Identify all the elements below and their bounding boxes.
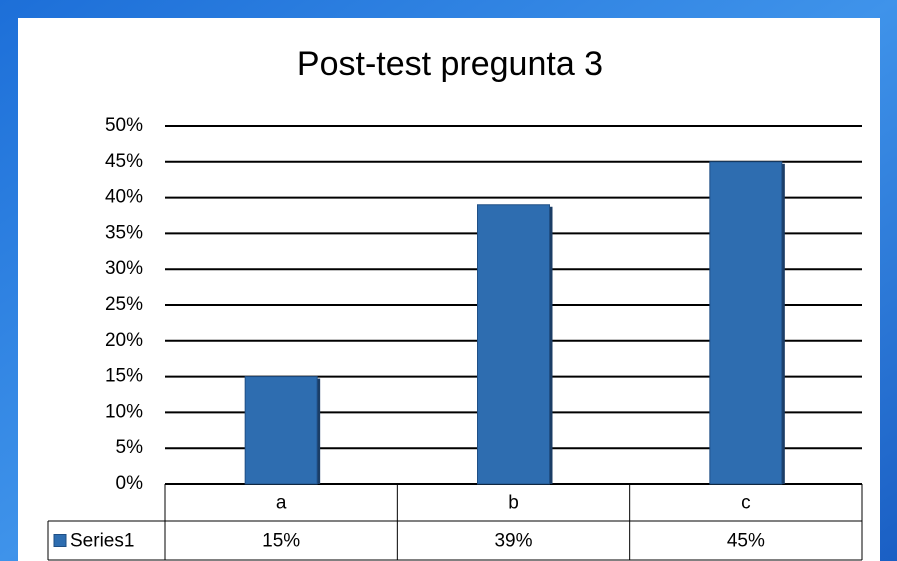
y-tick-label: 0% bbox=[116, 473, 144, 494]
y-tick-label: 25% bbox=[105, 294, 143, 315]
bar bbox=[709, 161, 783, 485]
x-tick-label: c bbox=[741, 493, 751, 514]
y-tick-label: 45% bbox=[105, 151, 143, 172]
data-label: 45% bbox=[727, 531, 765, 552]
x-tick-label: a bbox=[276, 493, 287, 514]
data-label: 39% bbox=[494, 531, 532, 552]
bar bbox=[477, 204, 550, 485]
y-tick-label: 40% bbox=[105, 187, 143, 208]
legend-label: Series1 bbox=[70, 531, 134, 552]
y-tick-label: 15% bbox=[105, 366, 143, 387]
legend-swatch bbox=[53, 534, 67, 547]
chart-title: Post-test pregunta 3 bbox=[297, 45, 603, 83]
y-tick-label: 5% bbox=[116, 437, 144, 458]
y-tick-label: 30% bbox=[105, 258, 143, 279]
bar bbox=[244, 376, 318, 485]
data-label: 15% bbox=[262, 531, 300, 552]
y-tick-label: 20% bbox=[105, 330, 143, 351]
x-tick-label: b bbox=[508, 493, 519, 514]
y-tick-label: 35% bbox=[105, 222, 143, 243]
y-tick-label: 50% bbox=[105, 115, 143, 136]
y-tick-label: 10% bbox=[105, 401, 143, 422]
